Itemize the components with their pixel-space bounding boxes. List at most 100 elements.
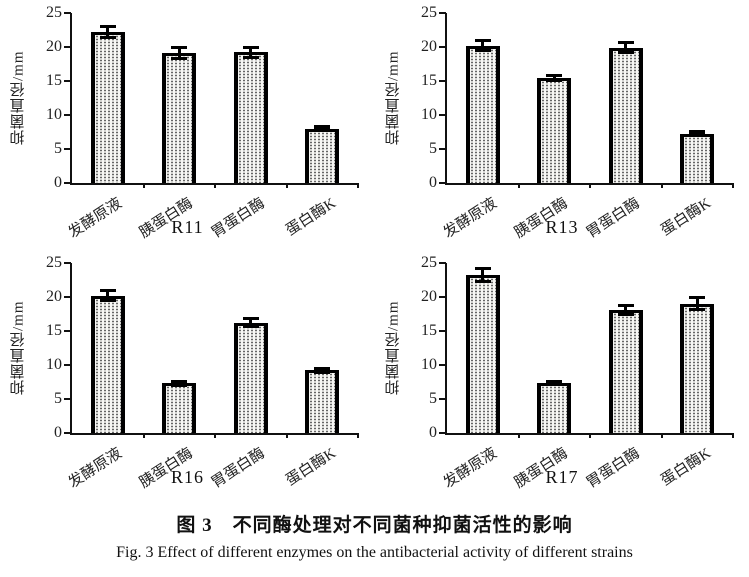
y-tick-mark: [64, 182, 71, 184]
y-tick-mark: [439, 80, 446, 82]
y-tick-mark: [439, 330, 446, 332]
y-tick-label: 5: [429, 140, 437, 157]
bar-R16-3: [233, 322, 268, 433]
y-tick-mark: [64, 46, 71, 48]
charts-grid: 抑菌直径/mm 0 5 10 15 20 25 发酵原液 胰蛋白酶 胃蛋白酶 蛋白酶K R11 抑…: [0, 0, 749, 500]
bar-R16-1: [90, 295, 125, 433]
bar-R11-1: [90, 32, 125, 183]
plot-area: 0 5 10 15 20 25 发酵原液 胰蛋白酶 胃蛋白酶 蛋白酶K: [46, 254, 359, 491]
y-tick-mark: [64, 148, 71, 150]
error-bar: [171, 379, 188, 387]
chart-subtitle: R11: [171, 217, 204, 237]
y-tick-mark: [64, 12, 71, 14]
y-tick-label: 0: [54, 174, 62, 191]
y-tick-label: 5: [54, 140, 62, 157]
x-tick-mark: [357, 183, 359, 188]
y-tick-mark: [439, 182, 446, 184]
bar-R13-3: [608, 47, 643, 183]
y-tick-mark: [64, 432, 71, 434]
error-bar: [99, 288, 116, 303]
error-bar: [99, 25, 116, 39]
error-bar: [617, 40, 634, 55]
x-tick-mark: [732, 183, 734, 188]
y-tick-label: 15: [46, 72, 62, 89]
y-tick-mark: [439, 262, 446, 264]
caption-chinese: 图 3 不同酶处理对不同菌种抑菌活性的影响: [176, 515, 573, 536]
bar-R11-4: [305, 128, 340, 183]
error-bar: [474, 267, 491, 284]
bar-R17-3: [608, 309, 643, 433]
x-tick-mark: [285, 433, 288, 438]
bar-R11-3: [233, 52, 268, 183]
y-tick-label: 10: [421, 106, 437, 123]
x-tick-mark: [589, 433, 591, 438]
y-tick-label: 25: [46, 4, 62, 21]
error-bar: [546, 73, 563, 82]
x-tick-mark: [732, 433, 734, 438]
chart-r11: 抑菌直径/mm 0 5 10 15 20 25 发酵原液 胰蛋白酶 胃蛋白酶 蛋白酶K R11: [0, 0, 375, 250]
y-tick-mark: [64, 296, 71, 298]
y-tick-label: 15: [46, 322, 62, 339]
caption-english: Fig. 3 Effect of different enzymes on th…: [116, 544, 633, 561]
y-tick-label: 10: [46, 356, 62, 373]
chart-r13: 抑菌直径/mm 0 5 10 15 20 25 发酵原液 胰蛋白酶 胃蛋白酶 蛋白酶K R13: [375, 0, 749, 250]
bar-R17-4: [680, 303, 715, 433]
y-tick-mark: [64, 80, 71, 82]
error-bar: [689, 296, 706, 312]
y-tick-label: 0: [54, 424, 62, 441]
bar-R16-4: [305, 370, 340, 433]
x-tick-mark: [142, 433, 145, 438]
y-tick-label: 5: [54, 390, 62, 407]
y-tick-label: 20: [46, 38, 62, 55]
plot-area: 0 5 10 15 20 25 发酵原液 胰蛋白酶 胃蛋白酶 蛋白酶K: [46, 4, 359, 241]
error-bar: [242, 45, 259, 60]
x-tick-mark: [285, 183, 288, 188]
error-bar: [546, 380, 563, 387]
y-tick-mark: [439, 114, 446, 116]
chart-subtitle: R13: [545, 217, 579, 237]
x-tick-mark: [660, 433, 663, 438]
y-tick-label: 0: [429, 424, 437, 441]
bar-R13-4: [680, 134, 715, 183]
chart-subtitle: R16: [170, 467, 204, 487]
y-tick-label: 10: [421, 356, 437, 373]
bar-R16-2: [162, 383, 197, 433]
chart-r17: 抑菌直径/mm 0 5 10 15 20 25 发酵原液 胰蛋白酶 胃蛋白酶 蛋白酶K R17: [375, 250, 749, 500]
x-tick-mark: [214, 433, 216, 438]
error-bar: [242, 317, 259, 329]
bar-R17-2: [537, 383, 572, 433]
x-tick-mark: [142, 183, 145, 188]
y-tick-mark: [64, 330, 71, 332]
y-tick-label: 20: [46, 288, 62, 305]
y-tick-mark: [439, 296, 446, 298]
y-tick-mark: [439, 148, 446, 150]
y-tick-label: 5: [429, 390, 437, 407]
y-tick-label: 20: [421, 38, 437, 55]
y-tick-label: 25: [421, 254, 437, 271]
error-bar: [617, 303, 634, 317]
x-tick-mark: [214, 183, 216, 188]
y-tick-mark: [64, 398, 71, 400]
y-tick-label: 15: [421, 72, 437, 89]
y-tick-mark: [64, 262, 71, 264]
y-tick-mark: [439, 46, 446, 48]
y-tick-label: 0: [429, 174, 437, 191]
y-tick-mark: [439, 12, 446, 14]
x-tick-mark: [357, 433, 359, 438]
x-tick-mark: [517, 433, 520, 438]
error-bar: [689, 130, 706, 137]
figure-caption: 图 3 不同酶处理对不同菌种抑菌活性的影响 Fig. 3 Effect of d…: [0, 500, 749, 562]
x-tick-mark: [660, 183, 663, 188]
y-tick-label: 25: [421, 4, 437, 21]
error-bar: [474, 38, 491, 53]
bar-R11-2: [162, 53, 197, 183]
bar-R13-1: [465, 45, 500, 183]
bar-R17-1: [465, 275, 500, 433]
x-tick-mark: [589, 183, 591, 188]
error-bar: [314, 367, 331, 374]
error-bar: [314, 125, 331, 132]
chart-r16: 抑菌直径/mm 0 5 10 15 20 25 发酵原液 胰蛋白酶 胃蛋白酶 蛋白酶K R16: [0, 250, 375, 500]
y-tick-mark: [439, 432, 446, 434]
x-tick-mark: [517, 183, 520, 188]
